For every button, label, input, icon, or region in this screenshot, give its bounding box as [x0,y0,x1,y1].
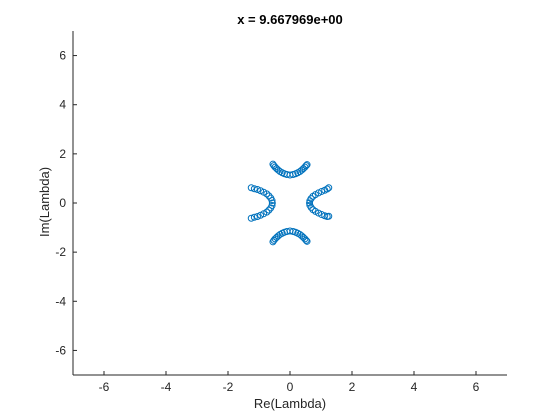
axis-ticks: -6 -4 -2 0 2 4 6 -6 -4 -2 0 2 4 6 [55,49,479,394]
data-point [257,211,265,219]
y-tick-label: 2 [59,147,66,161]
data-point [268,199,276,207]
data-point [303,237,311,245]
data-point [325,212,333,220]
y-tick-label: -6 [55,343,66,357]
chart-title: x = 9.667969e+00 [237,12,343,27]
data-point [302,162,310,170]
x-tick-label: 2 [349,380,356,394]
data-point [321,186,329,194]
data-points [247,160,333,246]
data-point [250,213,258,221]
x-tick-label: -6 [99,380,110,394]
data-point [302,236,310,244]
data-point [267,204,275,212]
data-point [303,161,311,169]
data-point [265,192,273,200]
data-point [247,184,255,192]
plot-area [72,31,507,376]
x-tick-label: 4 [411,380,418,394]
y-tick-label: -4 [55,294,66,308]
data-point [253,213,261,221]
data-point [263,190,271,198]
y-tick-label: -2 [55,245,66,259]
data-point [268,197,276,205]
x-tick-label: -4 [161,380,172,394]
plot-background [73,31,507,375]
x-tick-label: 6 [473,380,480,394]
x-axis-label: Re(Lambda) [254,396,326,411]
x-tick-label: 0 [287,380,294,394]
data-point [265,206,273,214]
y-tick-label: 4 [59,98,66,112]
y-tick-label: 0 [59,196,66,210]
y-axis-label: Im(Lambda) [37,167,52,237]
data-point [250,185,258,193]
data-point [307,203,315,211]
data-point [247,214,255,222]
x-tick-label: -2 [223,380,234,394]
data-point [253,185,261,193]
y-tick-label: 6 [59,49,66,63]
